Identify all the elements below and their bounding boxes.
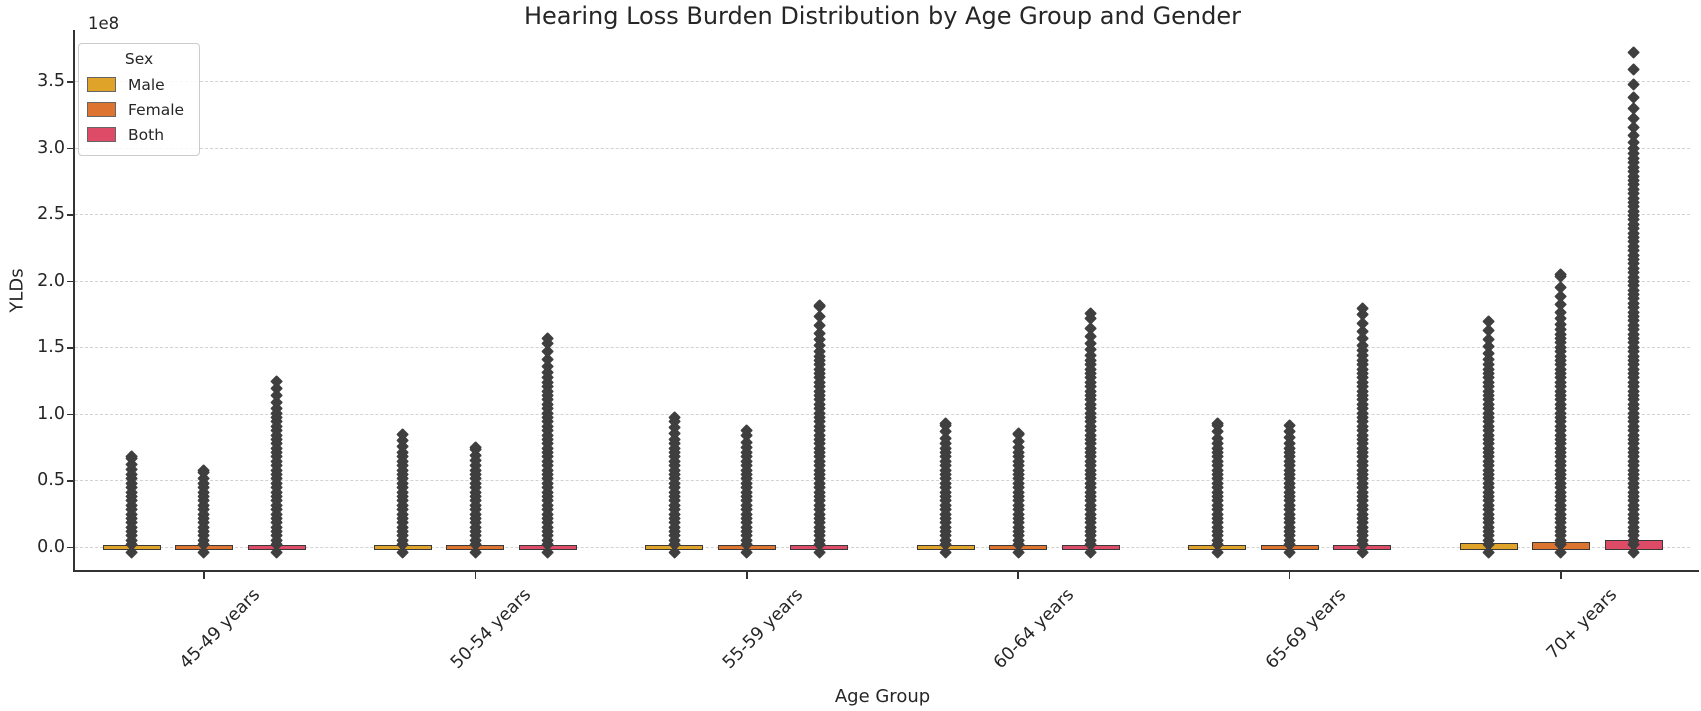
x-axis-spine <box>73 570 1700 572</box>
y-gridline <box>75 81 1690 82</box>
x-tick-mark <box>1017 571 1020 579</box>
x-tick-label: 60-64 years <box>990 585 1079 674</box>
y-gridline <box>75 546 1690 548</box>
legend-item-both: Both <box>87 122 191 147</box>
legend-label: Both <box>128 125 165 144</box>
y-tick-mark <box>67 147 75 150</box>
y-tick-mark <box>67 480 75 482</box>
y-axis-spine <box>73 30 75 571</box>
legend-title: Sex <box>124 50 154 68</box>
y-tick-mark <box>67 81 75 83</box>
y-tick-mark <box>67 347 75 349</box>
legend-label: Female <box>128 100 185 119</box>
x-axis-label: Age Group <box>834 686 931 707</box>
legend-label: Male <box>128 75 165 94</box>
y-tick-mark <box>67 413 75 416</box>
outlier-diamond <box>1626 90 1640 104</box>
outlier-diamond <box>1554 280 1568 294</box>
x-tick-label: 70+ years <box>1542 585 1622 664</box>
x-tick-label: 65-69 years <box>1261 585 1350 674</box>
y-tick-mark <box>67 546 75 549</box>
x-tick-mark <box>745 571 748 579</box>
y-tick-label: 1.0 <box>37 403 65 424</box>
legend-item-female: Female <box>87 97 191 122</box>
outlier-diamond <box>812 298 826 312</box>
legend-swatch-male <box>87 77 116 92</box>
outlier-diamond <box>1011 426 1025 440</box>
legend: Sex Male Female Both <box>78 43 200 156</box>
y-tick-label: 0.0 <box>37 536 65 557</box>
y-tick-label: 3.0 <box>37 137 65 158</box>
y-gridline <box>75 147 1690 149</box>
y-tick-mark <box>67 214 75 216</box>
x-tick-label: 55-59 years <box>718 585 807 674</box>
outlier-diamond <box>1626 46 1640 60</box>
y-tick-label: 3.5 <box>37 71 65 91</box>
legend-item-male: Male <box>87 72 191 97</box>
y-tick-label: 2.5 <box>37 204 65 224</box>
y-axis-offset-label: 1e8 <box>88 14 120 33</box>
y-gridline <box>75 480 1690 481</box>
x-tick-mark <box>203 571 205 579</box>
outlier-diamond <box>1626 77 1640 91</box>
outlier-diamond <box>1626 63 1640 77</box>
legend-swatch-both <box>87 127 116 142</box>
x-tick-mark <box>474 571 477 579</box>
x-tick-mark <box>1288 571 1291 579</box>
y-gridline <box>75 214 1690 215</box>
x-tick-mark <box>1560 571 1562 579</box>
y-tick-label: 0.5 <box>37 470 65 490</box>
y-tick-mark <box>67 280 75 283</box>
outlier-diamond <box>1481 314 1495 328</box>
x-tick-label: 45-49 years <box>176 585 265 674</box>
y-tick-label: 2.0 <box>37 270 65 291</box>
y-gridline <box>75 280 1690 282</box>
chart-title: Hearing Loss Burden Distribution by Age … <box>523 2 1242 30</box>
x-tick-label: 50-54 years <box>447 585 536 674</box>
outlier-diamond <box>1626 102 1640 116</box>
legend-items: Male Female Both <box>87 72 191 147</box>
y-gridline <box>75 413 1690 415</box>
y-gridline <box>75 347 1690 348</box>
legend-swatch-female <box>87 102 116 117</box>
y-tick-label: 1.5 <box>37 337 65 357</box>
